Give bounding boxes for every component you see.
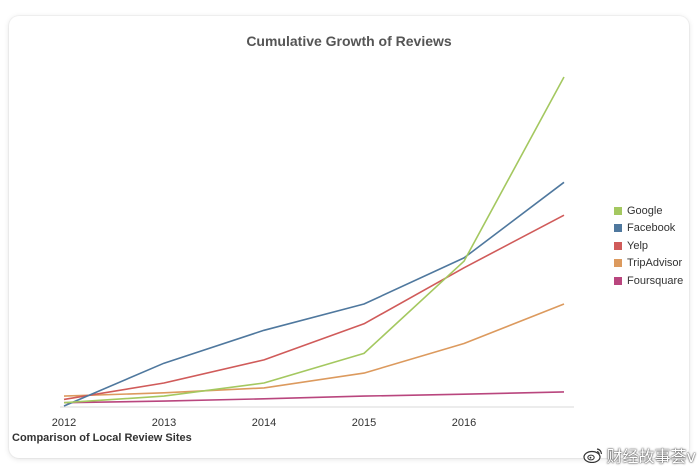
chart-title: Cumulative Growth of Reviews (246, 33, 452, 49)
x-tick-label: 2016 (452, 417, 476, 429)
legend-swatch (614, 224, 622, 233)
watermark: 财经故事荟v (582, 443, 696, 467)
series-line-facebook (63, 181, 565, 407)
x-tick-label: 2015 (352, 417, 376, 429)
series-line-tripadvisor (63, 303, 565, 397)
legend-label: TripAdvisor (627, 257, 683, 270)
legend-swatch (614, 276, 622, 285)
legend-item-yelp: Yelp (614, 237, 683, 255)
x-tick-label: 2012 (52, 417, 76, 429)
legend-item-facebook: Facebook (614, 220, 683, 238)
series-line-google (63, 76, 565, 404)
x-tick-label: 2013 (152, 417, 176, 429)
x-tick-label: 2014 (252, 417, 276, 429)
legend-item-tripadvisor: TripAdvisor (614, 255, 683, 273)
weibo-icon (582, 448, 602, 463)
legend-label: Foursquare (627, 274, 684, 287)
chart-card: Cumulative Growth of Reviews 2012 2013 201… (9, 16, 689, 458)
legend-swatch (614, 259, 622, 268)
series-line-foursquare (63, 391, 565, 404)
legend-label: Facebook (627, 222, 676, 235)
watermark-text: 财经故事荟v (606, 447, 696, 466)
line-chart: 2012 2013 2014 2015 2016 (52, 76, 574, 429)
legend-swatch (614, 241, 622, 250)
legend-label: Google (627, 204, 663, 217)
legend-item-foursquare: Foursquare (614, 272, 683, 290)
series-line-yelp (63, 214, 565, 401)
legend-label: Yelp (627, 239, 649, 252)
legend-swatch (614, 206, 622, 215)
legend-item-google: Google (614, 202, 683, 220)
chart-legend: Google Facebook Yelp TripAdvisor Foursquare (614, 202, 683, 290)
chart-subtitle: Comparison of Local Review Sites (12, 432, 192, 444)
